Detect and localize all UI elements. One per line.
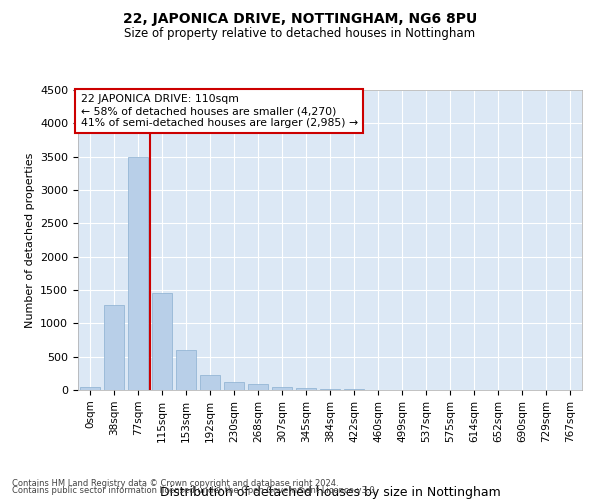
Bar — [200, 374, 220, 390]
Bar — [104, 306, 124, 390]
Bar — [128, 156, 148, 390]
X-axis label: Distribution of detached houses by size in Nottingham: Distribution of detached houses by size … — [160, 486, 500, 500]
Text: Contains public sector information licensed under the Open Government Licence v3: Contains public sector information licen… — [12, 486, 377, 495]
Bar — [320, 389, 340, 390]
Bar — [152, 292, 172, 390]
Bar — [224, 382, 244, 390]
Bar — [272, 386, 292, 390]
Bar — [176, 350, 196, 390]
Text: 22 JAPONICA DRIVE: 110sqm
← 58% of detached houses are smaller (4,270)
41% of se: 22 JAPONICA DRIVE: 110sqm ← 58% of detac… — [80, 94, 358, 128]
Y-axis label: Number of detached properties: Number of detached properties — [25, 152, 35, 328]
Text: Contains HM Land Registry data © Crown copyright and database right 2024.: Contains HM Land Registry data © Crown c… — [12, 478, 338, 488]
Bar — [296, 388, 316, 390]
Text: 22, JAPONICA DRIVE, NOTTINGHAM, NG6 8PU: 22, JAPONICA DRIVE, NOTTINGHAM, NG6 8PU — [123, 12, 477, 26]
Bar — [80, 386, 100, 390]
Bar — [248, 384, 268, 390]
Text: Size of property relative to detached houses in Nottingham: Size of property relative to detached ho… — [124, 28, 476, 40]
